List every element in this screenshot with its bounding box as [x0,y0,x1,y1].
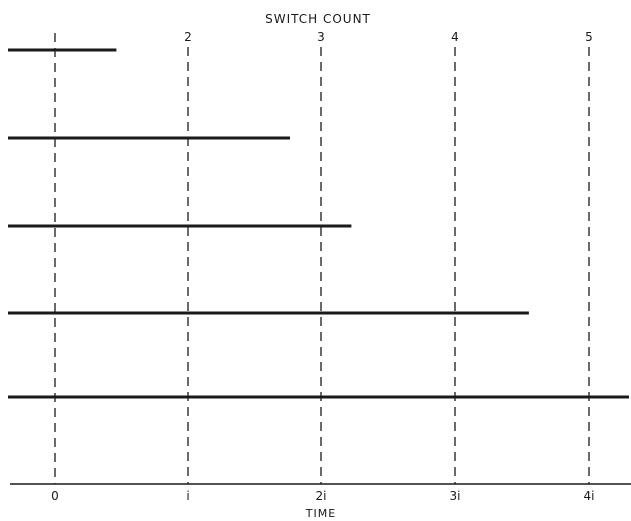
time-label-2: 2i [316,489,327,503]
switch-count-labels: 2 3 4 5 [184,30,593,44]
time-labels: 0 i 2i 3i 4i [51,489,594,503]
time-label-3: 3i [450,489,461,503]
switch-bars [8,48,629,399]
switch-count-label-3: 3 [317,30,325,44]
time-label-1: i [186,489,189,503]
time-axis-title: TIME [305,507,336,520]
switch-count-label-5: 5 [585,30,593,44]
time-label-4: 4i [584,489,595,503]
switch-count-label-2: 2 [184,30,192,44]
switch-count-title: SWITCH COUNT [265,12,371,26]
time-label-0: 0 [51,489,59,503]
switch-count-label-4: 4 [451,30,459,44]
time-guide-lines [54,33,590,484]
